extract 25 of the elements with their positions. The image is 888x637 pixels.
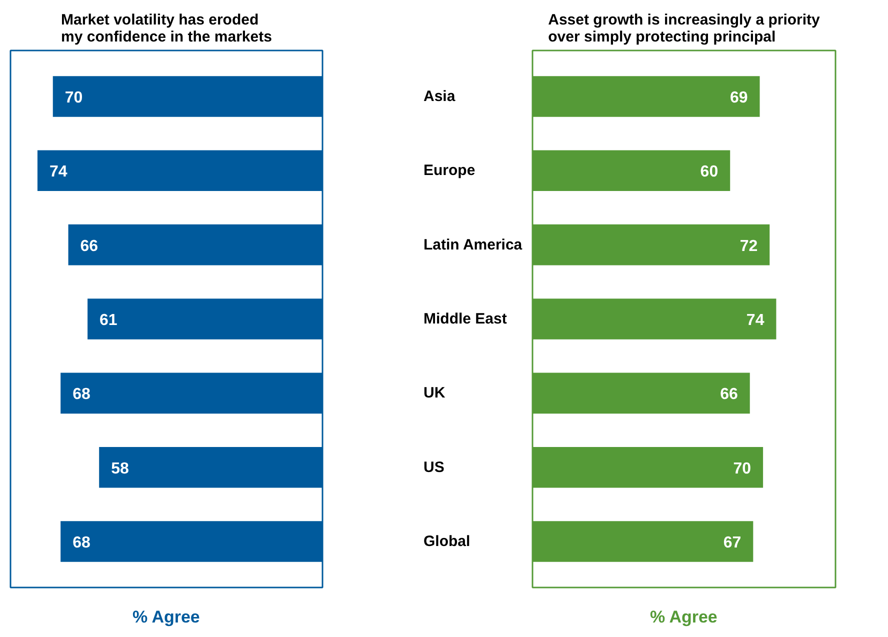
data-label: 61 <box>100 312 118 329</box>
data-label: 58 <box>111 460 129 478</box>
data-label: 67 <box>723 534 742 552</box>
x-axis-title: % Agree <box>650 608 718 626</box>
data-label: 68 <box>72 386 90 404</box>
y-tick-label: Asia <box>424 88 456 105</box>
y-tick-label: Europe <box>424 162 476 180</box>
data-label: 66 <box>720 386 738 404</box>
data-label: 74 <box>746 312 764 329</box>
y-tick-label: US <box>424 458 444 476</box>
data-label: 72 <box>740 238 758 255</box>
data-label: 70 <box>733 460 752 478</box>
data-label: 69 <box>730 89 748 106</box>
data-label: 70 <box>64 89 83 106</box>
y-tick-label: Global <box>424 533 470 550</box>
y-tick-label: UK <box>424 384 446 402</box>
data-label: 68 <box>72 534 90 552</box>
data-label: 74 <box>49 164 68 181</box>
y-tick-label: Latin America <box>424 236 523 254</box>
y-tick-label: Middle East <box>424 310 507 328</box>
data-label: 66 <box>80 238 98 255</box>
x-axis-title: % Agree <box>132 608 200 626</box>
data-label: 60 <box>700 164 718 181</box>
chart-title: Asset growth is increasingly a priority over simply protecting principal <box>548 12 821 46</box>
chart-title: Market volatility has eroded my confidence in the markets <box>61 12 272 46</box>
